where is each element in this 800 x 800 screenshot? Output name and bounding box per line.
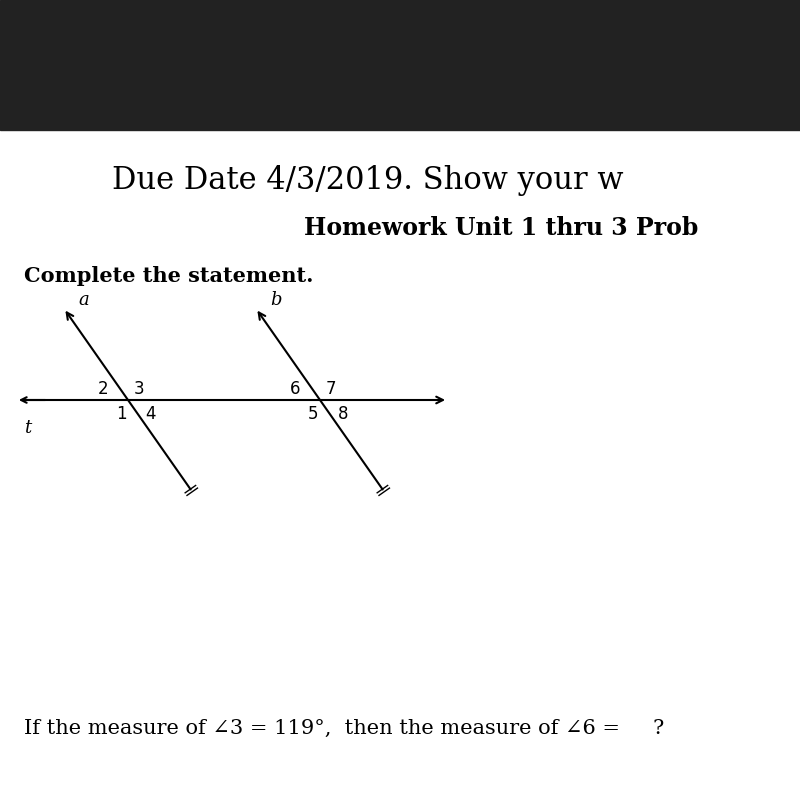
Bar: [0, 0, 800, 130]
Text: b: b: [270, 291, 282, 310]
Text: 2: 2: [98, 381, 109, 398]
Text: If the measure of ∠3 = 119°,  then the measure of ∠6 =     ?: If the measure of ∠3 = 119°, then the me…: [24, 718, 664, 738]
Text: 8: 8: [338, 405, 348, 423]
Text: 4: 4: [146, 405, 156, 423]
Text: Complete the statement.: Complete the statement.: [24, 266, 314, 286]
Text: 3: 3: [134, 381, 144, 398]
Text: 6: 6: [290, 381, 301, 398]
Text: 7: 7: [326, 381, 336, 398]
Text: 1: 1: [116, 405, 126, 423]
Text: a: a: [78, 291, 89, 310]
Text: Homework Unit 1 thru 3 Prob: Homework Unit 1 thru 3 Prob: [304, 216, 698, 240]
Text: t: t: [24, 419, 32, 437]
Text: Due Date 4/3/2019. Show your w: Due Date 4/3/2019. Show your w: [112, 165, 623, 195]
Text: 5: 5: [308, 405, 318, 423]
